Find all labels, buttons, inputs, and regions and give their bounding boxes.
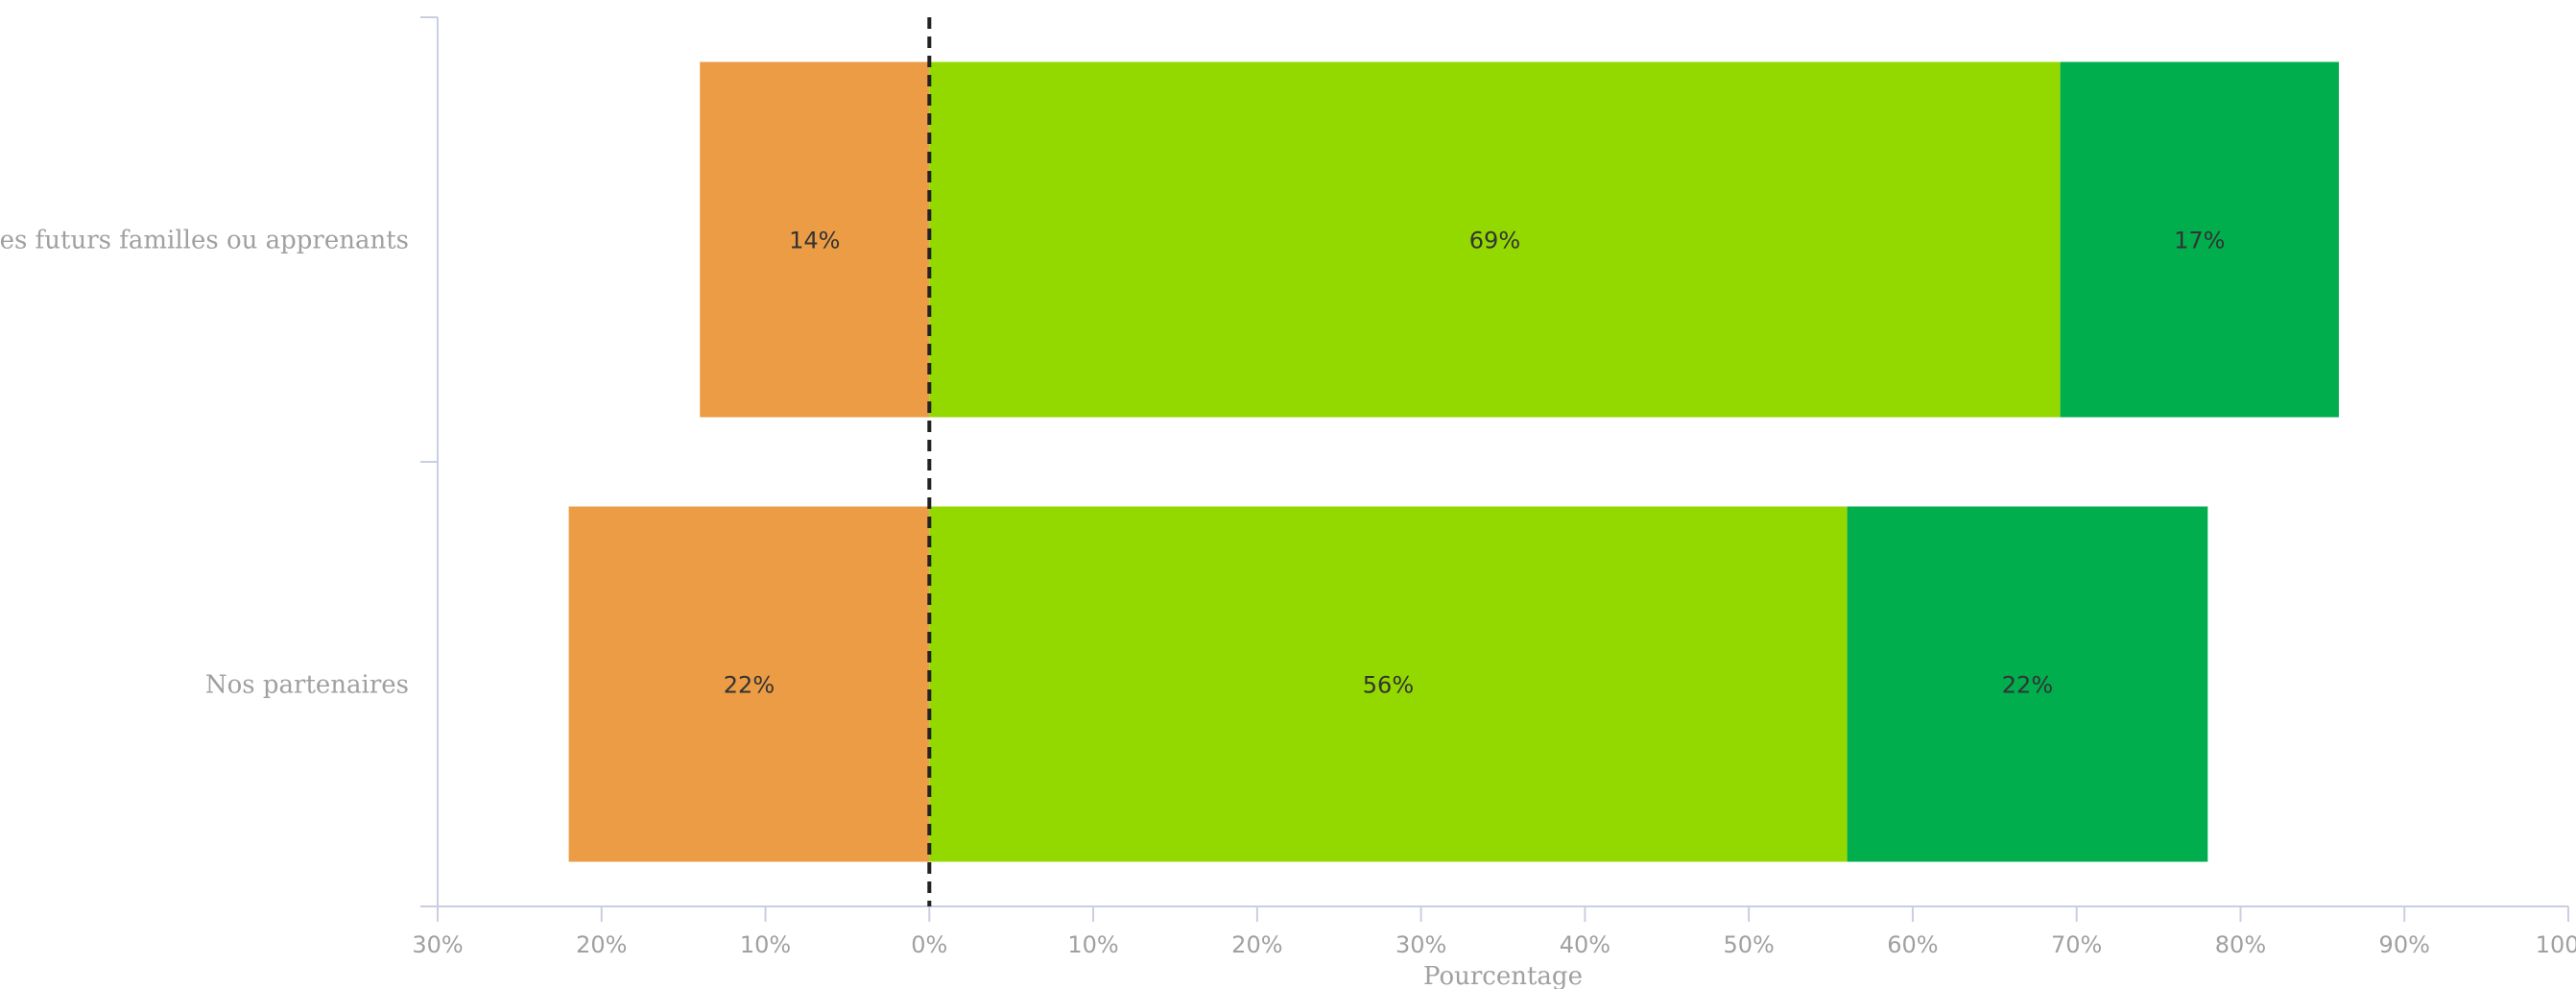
x-axis-title: Pourcentage — [1423, 962, 1583, 989]
x-tick-label: 20% — [576, 931, 627, 958]
category-label: Nos partenaires — [205, 671, 409, 700]
x-tick-label: 30% — [412, 931, 463, 958]
x-tick-label: 70% — [2051, 931, 2102, 958]
bar-data-label: 69% — [1469, 228, 1520, 254]
x-tick-label: 20% — [1231, 931, 1282, 958]
bar-segment-2-3 — [1847, 506, 2208, 862]
x-tick-label: 10% — [740, 931, 791, 958]
bar-segment-2-1 — [568, 506, 930, 862]
bar-data-label: 56% — [1363, 672, 1414, 699]
x-tick-label: 60% — [1887, 931, 1938, 958]
bar-segment-1-2 — [929, 61, 2061, 418]
x-tick-label: 10% — [1067, 931, 1118, 958]
x-tick-label: 80% — [2215, 931, 2266, 958]
y-axis — [420, 16, 439, 907]
bar-segment-1-1 — [700, 61, 930, 418]
bar-data-label: 22% — [724, 672, 775, 699]
bar-data-label: 14% — [789, 228, 840, 254]
x-tick-label: 30% — [1395, 931, 1446, 958]
category-labels: Les futurs familles ou apprenants Nos par… — [0, 227, 409, 700]
x-tick-label: 90% — [2379, 931, 2430, 958]
bar-labels-layer: 14% 69% 17% 22% 56% 22% — [724, 228, 2226, 699]
bar-segment-2-2 — [929, 506, 1848, 862]
bar-data-label: 22% — [2002, 672, 2053, 699]
x-tick-label: 40% — [1560, 931, 1610, 958]
bar-segment-1-3 — [2060, 61, 2339, 418]
x-tick-label: 0% — [911, 931, 947, 958]
x-tick-label: 100% — [2536, 931, 2576, 958]
x-axis: 30% 20% 10% 0% 10% 20% 30% 40% 50% 60% 70% 80% 90% 10… — [412, 905, 2576, 958]
bar-data-label: 17% — [2174, 228, 2225, 254]
category-label: Les futurs familles ou apprenants — [0, 227, 409, 255]
x-tick-label: 50% — [1723, 931, 1774, 958]
bars-layer — [568, 61, 2339, 862]
